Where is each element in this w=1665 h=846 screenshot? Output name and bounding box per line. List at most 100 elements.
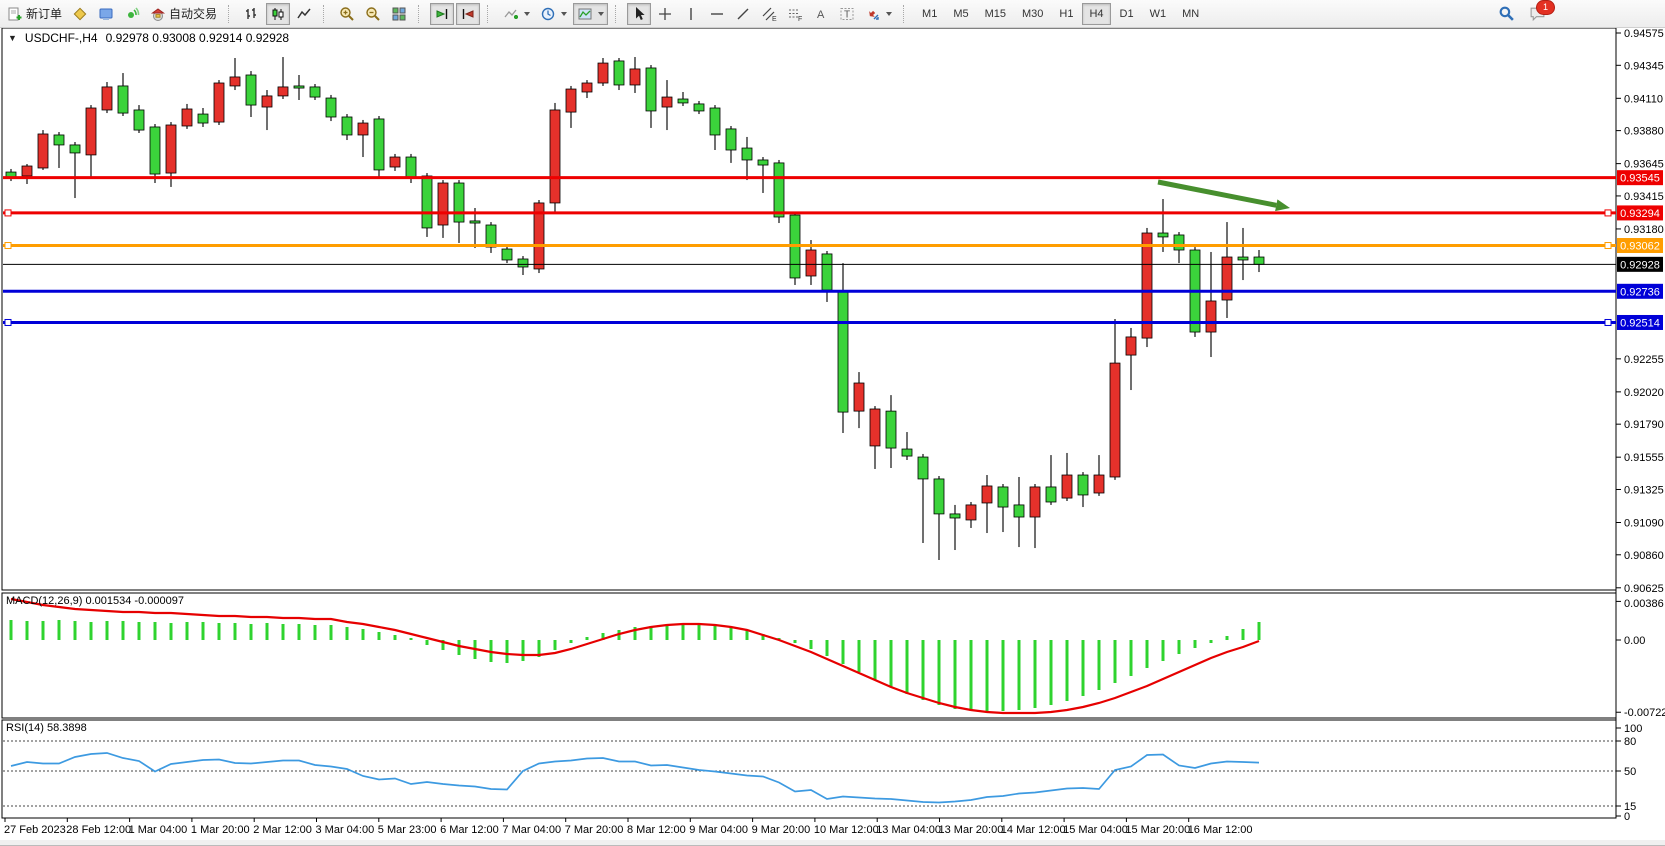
- template-icon: [578, 8, 592, 19]
- line-handle[interactable]: [4, 209, 12, 217]
- zoom-in-button[interactable]: [335, 3, 359, 25]
- candle: [869, 408, 881, 447]
- tf-d1-button[interactable]: D1: [1113, 3, 1141, 25]
- candle: [981, 485, 993, 504]
- date-label: 10 Mar 12:00: [814, 824, 879, 836]
- vertical-line-button[interactable]: [679, 3, 703, 25]
- market-watch-button[interactable]: [68, 3, 92, 25]
- bar-chart-button[interactable]: [240, 3, 264, 25]
- price-badge-label: 0.93545: [1620, 173, 1660, 185]
- macd-signal-line: [10, 597, 1260, 715]
- candle: [1221, 256, 1233, 301]
- macd-histogram-bar: [601, 633, 605, 640]
- search-button[interactable]: [1494, 3, 1519, 25]
- hlines: 0.93545 0.93294 0.93062 0.92928 0.92736 0.925…: [3, 170, 1663, 330]
- text-button[interactable]: A: [809, 3, 833, 25]
- macd-histogram-bar: [313, 625, 317, 640]
- tf-h4-button[interactable]: H4: [1082, 2, 1111, 25]
- line-handle[interactable]: [1604, 318, 1612, 326]
- macd-histogram-bar: [233, 623, 237, 640]
- macd-histogram-bar: [1193, 640, 1197, 648]
- candles: [5, 57, 1265, 560]
- cursor-button[interactable]: [627, 2, 652, 25]
- line-chart-button[interactable]: [292, 3, 316, 25]
- trend-arrow-head[interactable]: [1275, 199, 1290, 212]
- auto-trading-button[interactable]: 自动交易: [146, 3, 221, 25]
- line-handle[interactable]: [1604, 242, 1612, 250]
- periods-button[interactable]: [536, 3, 571, 25]
- terminal-button[interactable]: [94, 3, 118, 25]
- tf-m1-button[interactable]: M1: [915, 3, 944, 25]
- rsi-level-label: 80: [1624, 736, 1636, 748]
- candle: [245, 74, 257, 106]
- macd-histogram-bar: [329, 625, 333, 640]
- date-label: 1 Mar 20:00: [191, 824, 250, 836]
- macd-histogram-bar: [249, 624, 253, 640]
- signals-button[interactable]: [120, 3, 144, 25]
- line-handle[interactable]: [4, 318, 12, 326]
- line-handle[interactable]: [1604, 209, 1612, 217]
- dropdown-caret-icon: [561, 11, 568, 16]
- date-label: 8 Mar 12:00: [627, 824, 686, 836]
- tf-w1-button[interactable]: W1: [1143, 3, 1174, 25]
- macd-histogram-bar: [729, 627, 733, 640]
- notifications-button[interactable]: 1: [1525, 0, 1555, 25]
- horizontal-line-button[interactable]: [705, 3, 729, 25]
- macd-histogram-bar: [937, 640, 941, 705]
- date-label: 27 Feb 2023: [4, 824, 66, 836]
- date-label: 9 Mar 20:00: [752, 824, 811, 836]
- date-label: 13 Mar 04:00: [876, 824, 941, 836]
- tf-m30-button[interactable]: M30: [1015, 3, 1050, 25]
- line-handle[interactable]: [4, 242, 12, 250]
- candle: [357, 122, 369, 136]
- toolbar: 新订单 自动交易: [0, 0, 1665, 28]
- macd-histogram-bar: [1017, 640, 1021, 710]
- arrows-tool-button[interactable]: [861, 3, 896, 25]
- zoom-out-button[interactable]: [361, 3, 385, 25]
- new-order-button[interactable]: 新订单: [3, 3, 66, 25]
- date-label: 9 Mar 04:00: [689, 824, 748, 836]
- candle: [629, 68, 641, 86]
- symbol-dropdown-icon[interactable]: ▼: [8, 33, 17, 43]
- auto-scroll-button[interactable]: [430, 2, 455, 25]
- macd-histogram-bar: [89, 622, 93, 640]
- candlestick-chart-button[interactable]: [266, 2, 291, 25]
- macd-histogram-bar: [745, 630, 749, 640]
- signal-icon: [128, 6, 140, 18]
- candle: [805, 249, 817, 277]
- chart-shift-button[interactable]: [456, 2, 481, 25]
- macd-histogram-bar: [1065, 640, 1069, 701]
- macd-tick-label: -0.007224: [1624, 707, 1665, 719]
- tf-m5-button[interactable]: M5: [946, 3, 975, 25]
- trend-arrow-line[interactable]: [1157, 179, 1277, 208]
- macd-histogram-bar: [1129, 640, 1133, 676]
- macd-histogram-bar: [217, 623, 221, 640]
- tf-h1-button[interactable]: H1: [1052, 3, 1080, 25]
- candle: [1109, 362, 1121, 478]
- macd-histogram-bar: [889, 640, 893, 687]
- crosshair-button[interactable]: [653, 3, 677, 25]
- channel-button[interactable]: E: [757, 3, 781, 25]
- tf-m15-button[interactable]: M15: [978, 3, 1013, 25]
- tf-mn-button[interactable]: MN: [1175, 3, 1206, 25]
- price-badge: [1617, 283, 1663, 299]
- macd-histogram-bar: [201, 622, 205, 640]
- templates-button[interactable]: [573, 2, 609, 25]
- trendline-button[interactable]: [731, 3, 755, 25]
- candlestick-icon: [272, 7, 284, 20]
- text-label-button[interactable]: T: [835, 3, 859, 25]
- candle: [53, 134, 65, 146]
- candle: [293, 85, 305, 89]
- price-tick-label: 0.94575: [1624, 28, 1664, 40]
- toolbar-separator: [615, 4, 622, 23]
- auto-scroll-icon: [436, 8, 448, 19]
- dropdown-caret-icon: [598, 11, 605, 16]
- fibonacci-button[interactable]: F: [783, 3, 807, 25]
- macd-histogram-bar: [25, 621, 29, 640]
- indicators-button[interactable]: [499, 3, 534, 25]
- rsi-line: [10, 752, 1260, 804]
- candle: [165, 124, 177, 174]
- candle: [389, 156, 401, 168]
- tile-windows-button[interactable]: [387, 3, 411, 25]
